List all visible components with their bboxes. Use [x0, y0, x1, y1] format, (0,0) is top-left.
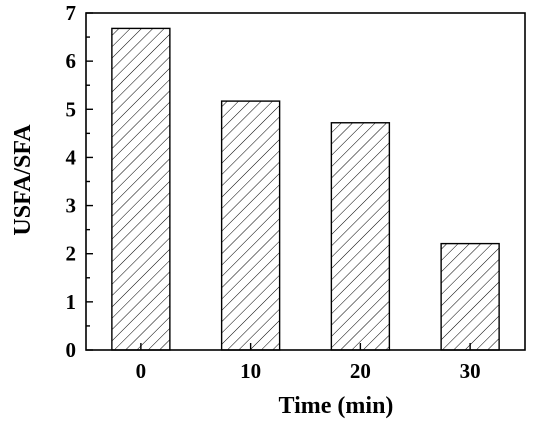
y-tick-label: 6: [66, 49, 77, 73]
bar-0: [111, 27, 171, 351]
y-tick-label: 5: [66, 97, 77, 121]
bar-30: [440, 242, 500, 351]
x-tick-label: 30: [460, 359, 481, 383]
y-tick-label: 4: [66, 145, 77, 169]
x-axis: 0 10 20 30: [136, 343, 481, 383]
y-axis-title: USFA/SFA: [10, 124, 36, 236]
x-tick-label: 20: [350, 359, 371, 383]
y-axis: 0 1 2 3 4 5 6 7: [66, 1, 93, 362]
x-axis-title: Time (min): [279, 393, 394, 419]
bar-10: [220, 100, 281, 351]
y-tick-label: 1: [66, 290, 77, 314]
bars-group: [111, 27, 500, 351]
y-tick-label: 2: [66, 242, 77, 266]
x-tick-label: 0: [136, 359, 147, 383]
bar-20: [330, 122, 391, 351]
y-tick-label: 3: [66, 194, 77, 218]
y-tick-label: 7: [66, 1, 77, 25]
y-tick-label: 0: [66, 338, 77, 362]
x-tick-label: 10: [240, 359, 261, 383]
